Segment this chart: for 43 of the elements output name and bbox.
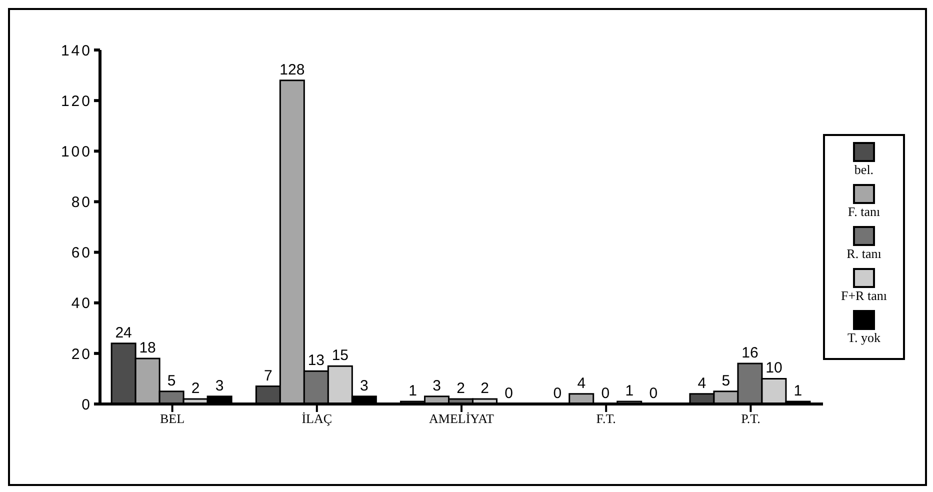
- y-tick-label: 0: [82, 396, 92, 414]
- data-label: 24: [115, 324, 132, 342]
- data-label: 5: [722, 372, 730, 390]
- x-tick-label: F.T.: [596, 411, 616, 426]
- data-label: 1: [625, 382, 634, 400]
- x-tick-label: İLAÇ: [302, 411, 332, 426]
- data-label: 4: [577, 374, 586, 392]
- y-tick-label: 40: [71, 295, 92, 312]
- data-label: 2: [191, 380, 200, 397]
- y-tick-label: 60: [71, 244, 92, 262]
- data-label: 3: [215, 377, 224, 394]
- data-label: 4: [698, 374, 706, 392]
- data-label: 0: [553, 385, 562, 402]
- x-tick-label: P.T.: [741, 411, 760, 426]
- data-label: 15: [332, 347, 349, 364]
- y-tick-label: 80: [71, 194, 92, 212]
- data-label: 18: [139, 339, 156, 356]
- y-tick-label: 20: [71, 346, 92, 363]
- x-tick-label: BEL: [160, 411, 185, 426]
- y-tick-label: 140: [60, 42, 92, 60]
- data-label: 0: [649, 385, 658, 402]
- legend-label: F+R tanı: [840, 288, 888, 304]
- data-label: 2: [480, 380, 489, 397]
- x-tick-label: AMELİYAT: [429, 411, 494, 426]
- data-label: 10: [766, 360, 782, 377]
- y-tick-label: 120: [60, 92, 92, 110]
- data-label: 1: [408, 382, 417, 400]
- data-label: 128: [280, 61, 305, 78]
- data-label: 0: [601, 385, 610, 402]
- legend-label: F. tanı: [846, 204, 882, 220]
- data-label: 0: [504, 385, 513, 402]
- data-label: 13: [308, 352, 325, 370]
- data-label: 16: [742, 344, 758, 362]
- legend-label: bel.: [853, 162, 875, 178]
- y-tick-label: 100: [60, 143, 92, 160]
- data-label: 2: [456, 380, 465, 397]
- legend-label: T. yok: [846, 330, 882, 346]
- data-label: 3: [360, 377, 368, 394]
- data-label: 5: [167, 372, 176, 390]
- data-label: 7: [264, 367, 272, 384]
- data-label: 1: [794, 382, 802, 400]
- legend-label: R. tanı: [846, 246, 882, 262]
- data-label: 3: [432, 377, 441, 394]
